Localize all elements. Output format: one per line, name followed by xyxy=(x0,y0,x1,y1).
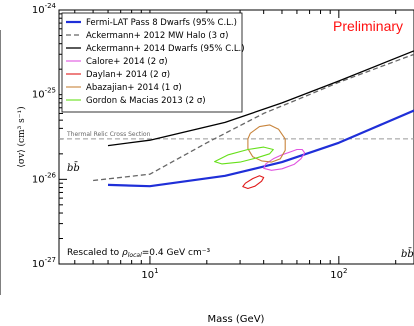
y-axis-label: ⟨σv⟩ (cm³ s⁻¹) xyxy=(16,106,27,167)
series-layer xyxy=(93,50,414,190)
legend-box xyxy=(61,12,243,113)
legend-item-label: Abazajian+ 2014 (1 σ) xyxy=(86,83,182,93)
footnote-symbol: ρ xyxy=(122,248,128,258)
series-calore-2014-2 xyxy=(263,148,306,171)
x-axis-label: Mass (GeV) xyxy=(208,314,265,325)
series-daylan-2014-2 xyxy=(242,175,265,190)
series-fermi-lat-pass-8-dwarfs-95-c-l xyxy=(107,109,414,188)
channel-label-left: bb̄ xyxy=(67,162,80,174)
footnote-suffix: =0.4 GeV cm⁻³ xyxy=(142,248,211,258)
x-tick-label: 102 xyxy=(330,267,347,281)
axis-tick-labels: 101 102 10-24 10-25 10-26 10-27 xyxy=(32,2,348,281)
channel-label-right: bb̄ xyxy=(401,248,414,260)
legend-item-label: Calore+ 2014 (2 σ) xyxy=(86,57,168,67)
legend-item-label: Ackermann+ 2012 MW Halo (3 σ) xyxy=(86,31,228,41)
legend-item-label: Fermi-LAT Pass 8 Dwarfs (95% C.L.) xyxy=(86,18,237,28)
legend-item-label: Ackermann+ 2014 Dwarfs (95% C.L.) xyxy=(86,44,245,54)
x-tick-label: 101 xyxy=(141,267,158,281)
series-gordon-macias-2013-2 xyxy=(214,146,274,165)
thermal-relic-label: Thermal Relic Cross Section xyxy=(66,131,151,138)
y-tick-label: 10-26 xyxy=(32,171,57,185)
y-tick-label: 10-24 xyxy=(32,2,57,16)
series-ackermann-2012-mw-halo-3 xyxy=(93,53,414,182)
preliminary-label: Preliminary xyxy=(333,18,403,34)
thermal-relic-group: Thermal Relic Cross Section xyxy=(59,131,414,140)
footnote-subscript: local xyxy=(128,252,142,259)
legend-item-label: Daylan+ 2014 (2 σ) xyxy=(86,70,170,80)
footnote: Rescaled to ρlocal=0.4 GeV cm⁻³ xyxy=(67,248,210,259)
series-ackermann-2014-dwarfs-95-c-l xyxy=(107,50,414,147)
legend-item-label: Gordon & Macias 2013 (2 σ) xyxy=(86,96,206,106)
y-tick-label: 10-27 xyxy=(32,256,56,270)
series-abazajian-2014-1 xyxy=(247,124,286,163)
legend: Fermi-LAT Pass 8 Dwarfs (95% C.L.) Ackerm… xyxy=(61,12,245,113)
y-tick-label: 10-25 xyxy=(32,87,56,101)
footnote-prefix: Rescaled to xyxy=(67,248,122,258)
